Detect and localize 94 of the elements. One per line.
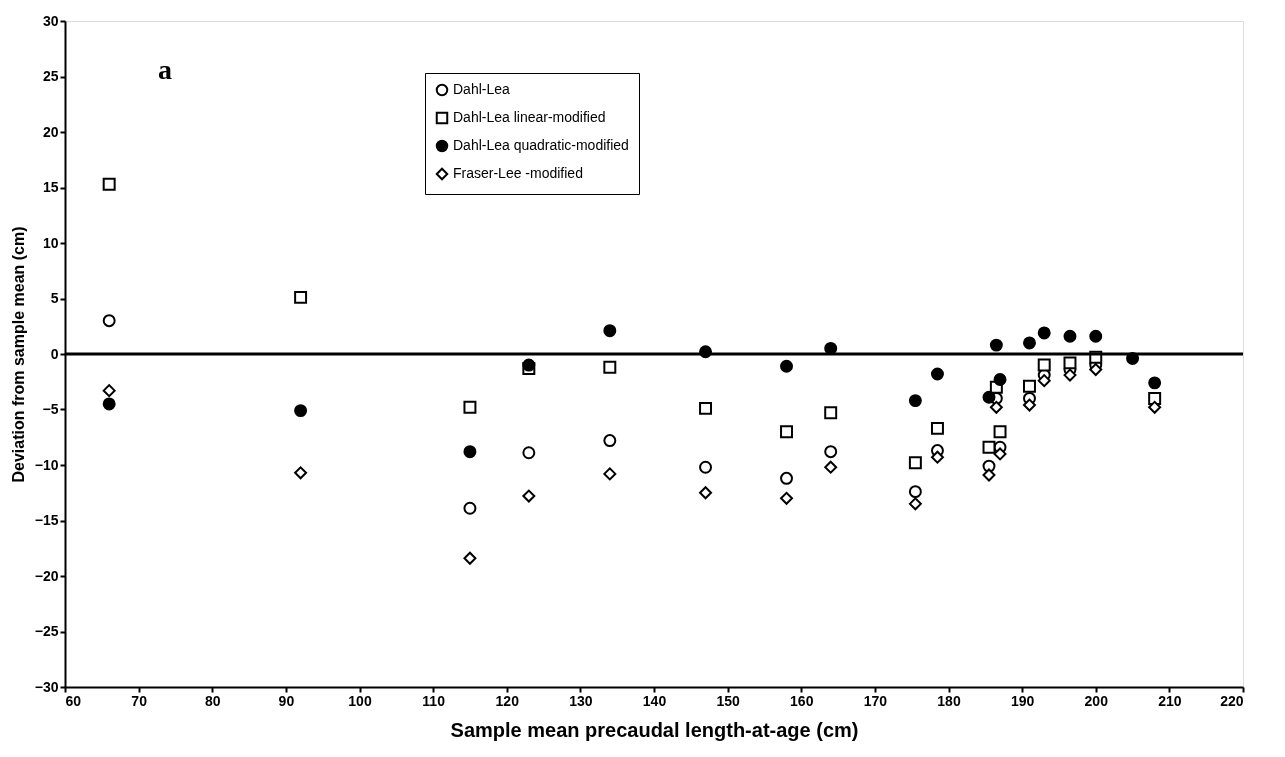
x-tick-label: 180 [937, 692, 961, 709]
point [993, 447, 1007, 461]
point [603, 360, 617, 374]
point [699, 401, 713, 415]
point [1023, 379, 1036, 393]
y-tick-label: −5 [42, 401, 59, 417]
point [908, 497, 922, 511]
point [930, 367, 944, 381]
point [1063, 368, 1077, 382]
y-tick-label: 0 [50, 345, 59, 362]
point [294, 404, 308, 418]
point [824, 460, 838, 474]
legend-label: Dahl-Lea quadratic-modified [453, 137, 629, 153]
annotation: a [158, 54, 172, 85]
y-tick-label: 20 [42, 123, 59, 140]
point [908, 456, 922, 470]
point [603, 434, 617, 448]
point [603, 324, 617, 338]
y-tick-label: 15 [42, 179, 59, 195]
point [1063, 329, 1077, 343]
x-tick-label: 80 [204, 692, 221, 709]
point [993, 373, 1007, 386]
point [522, 446, 536, 460]
legend-label: Dahl-Lea linear-modified [453, 109, 606, 125]
y-tick-label: −30 [34, 678, 59, 695]
point [930, 450, 944, 464]
point [463, 445, 477, 459]
point [1148, 391, 1162, 405]
point [780, 471, 793, 485]
point [982, 468, 996, 482]
x-tick-label: 150 [716, 692, 741, 709]
point [1148, 400, 1162, 414]
x-tick-label: 110 [422, 692, 446, 709]
point [1023, 398, 1036, 412]
point [780, 359, 793, 373]
point [993, 425, 1007, 439]
y-tick-label: 30 [42, 12, 59, 29]
y-tick-label: 10 [42, 234, 59, 251]
point [780, 425, 793, 439]
point [522, 489, 536, 503]
x-tick-label: 140 [642, 692, 667, 709]
y-tick-label: 5 [50, 290, 59, 306]
y-tick-label: 25 [42, 68, 59, 84]
y-tick-label: −25 [34, 623, 59, 639]
point [1089, 363, 1103, 377]
point [824, 445, 838, 459]
point [699, 486, 713, 500]
x-tick-label: 90 [278, 692, 295, 709]
point [463, 551, 477, 565]
y-tick-label: −20 [34, 567, 59, 584]
point [463, 400, 477, 414]
x-tick-label: 120 [495, 692, 520, 709]
x-tick-label: 220 [1220, 692, 1244, 709]
legend-label: Dahl-Lea [453, 81, 511, 97]
x-tick-label: 200 [1084, 692, 1109, 709]
point [1063, 356, 1077, 370]
x-tick-label: 170 [863, 692, 888, 709]
legend-label: Fraser-Lee -modified [453, 165, 583, 181]
point [1148, 376, 1162, 390]
point [1023, 336, 1036, 350]
point [1037, 358, 1051, 372]
point [102, 397, 116, 411]
point [102, 177, 116, 191]
x-axis-title: Sample mean precaudal length-at-age (cm) [450, 718, 859, 741]
point [1037, 326, 1051, 340]
x-tick-label: 130 [569, 692, 593, 709]
point [102, 384, 116, 398]
y-tick-label: −15 [34, 512, 59, 528]
point [699, 460, 713, 474]
point [102, 314, 116, 328]
point [294, 290, 308, 304]
y-tick-label: −10 [34, 456, 59, 473]
y-axis-title: Deviation from sample mean (cm) [9, 226, 27, 483]
point [1089, 329, 1103, 343]
x-tick-label: 100 [348, 692, 372, 709]
point [603, 467, 617, 481]
point [824, 406, 838, 420]
point [908, 485, 922, 499]
point [989, 338, 1003, 352]
point [824, 341, 838, 355]
point [982, 390, 996, 404]
point [908, 394, 922, 408]
x-tick-label: 70 [131, 692, 148, 709]
x-tick-label: 210 [1158, 692, 1182, 709]
point [982, 440, 996, 454]
point [930, 421, 944, 435]
x-tick-label: 160 [790, 692, 814, 709]
point [989, 400, 1003, 414]
x-tick-label: 60 [65, 692, 82, 709]
point [294, 466, 308, 480]
x-tick-label: 190 [1010, 692, 1035, 709]
point [780, 491, 793, 505]
point [1037, 374, 1051, 388]
point [463, 501, 477, 515]
